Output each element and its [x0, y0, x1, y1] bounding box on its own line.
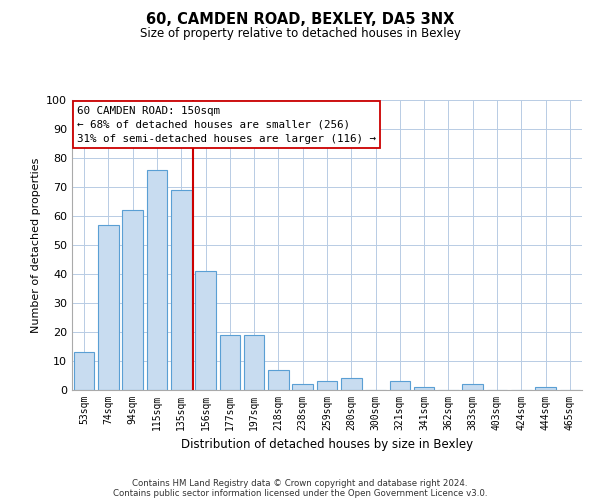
Text: Size of property relative to detached houses in Bexley: Size of property relative to detached ho… [140, 28, 460, 40]
Text: Contains HM Land Registry data © Crown copyright and database right 2024.: Contains HM Land Registry data © Crown c… [132, 478, 468, 488]
Bar [122, 210, 143, 390]
Text: Contains public sector information licensed under the Open Government Licence v3: Contains public sector information licen… [113, 488, 487, 498]
Bar [244, 335, 265, 390]
Bar [195, 271, 216, 390]
Bar [292, 384, 313, 390]
Bar [74, 352, 94, 390]
Bar [171, 190, 191, 390]
Bar [414, 387, 434, 390]
Text: 60, CAMDEN ROAD, BEXLEY, DA5 3NX: 60, CAMDEN ROAD, BEXLEY, DA5 3NX [146, 12, 454, 28]
Bar [463, 384, 483, 390]
Bar [317, 382, 337, 390]
Bar [146, 170, 167, 390]
Bar [341, 378, 362, 390]
Bar [220, 335, 240, 390]
Bar [389, 382, 410, 390]
Bar [268, 370, 289, 390]
X-axis label: Distribution of detached houses by size in Bexley: Distribution of detached houses by size … [181, 438, 473, 452]
Y-axis label: Number of detached properties: Number of detached properties [31, 158, 41, 332]
Text: 60 CAMDEN ROAD: 150sqm
← 68% of detached houses are smaller (256)
31% of semi-de: 60 CAMDEN ROAD: 150sqm ← 68% of detached… [77, 106, 376, 144]
Bar [98, 224, 119, 390]
Bar [535, 387, 556, 390]
